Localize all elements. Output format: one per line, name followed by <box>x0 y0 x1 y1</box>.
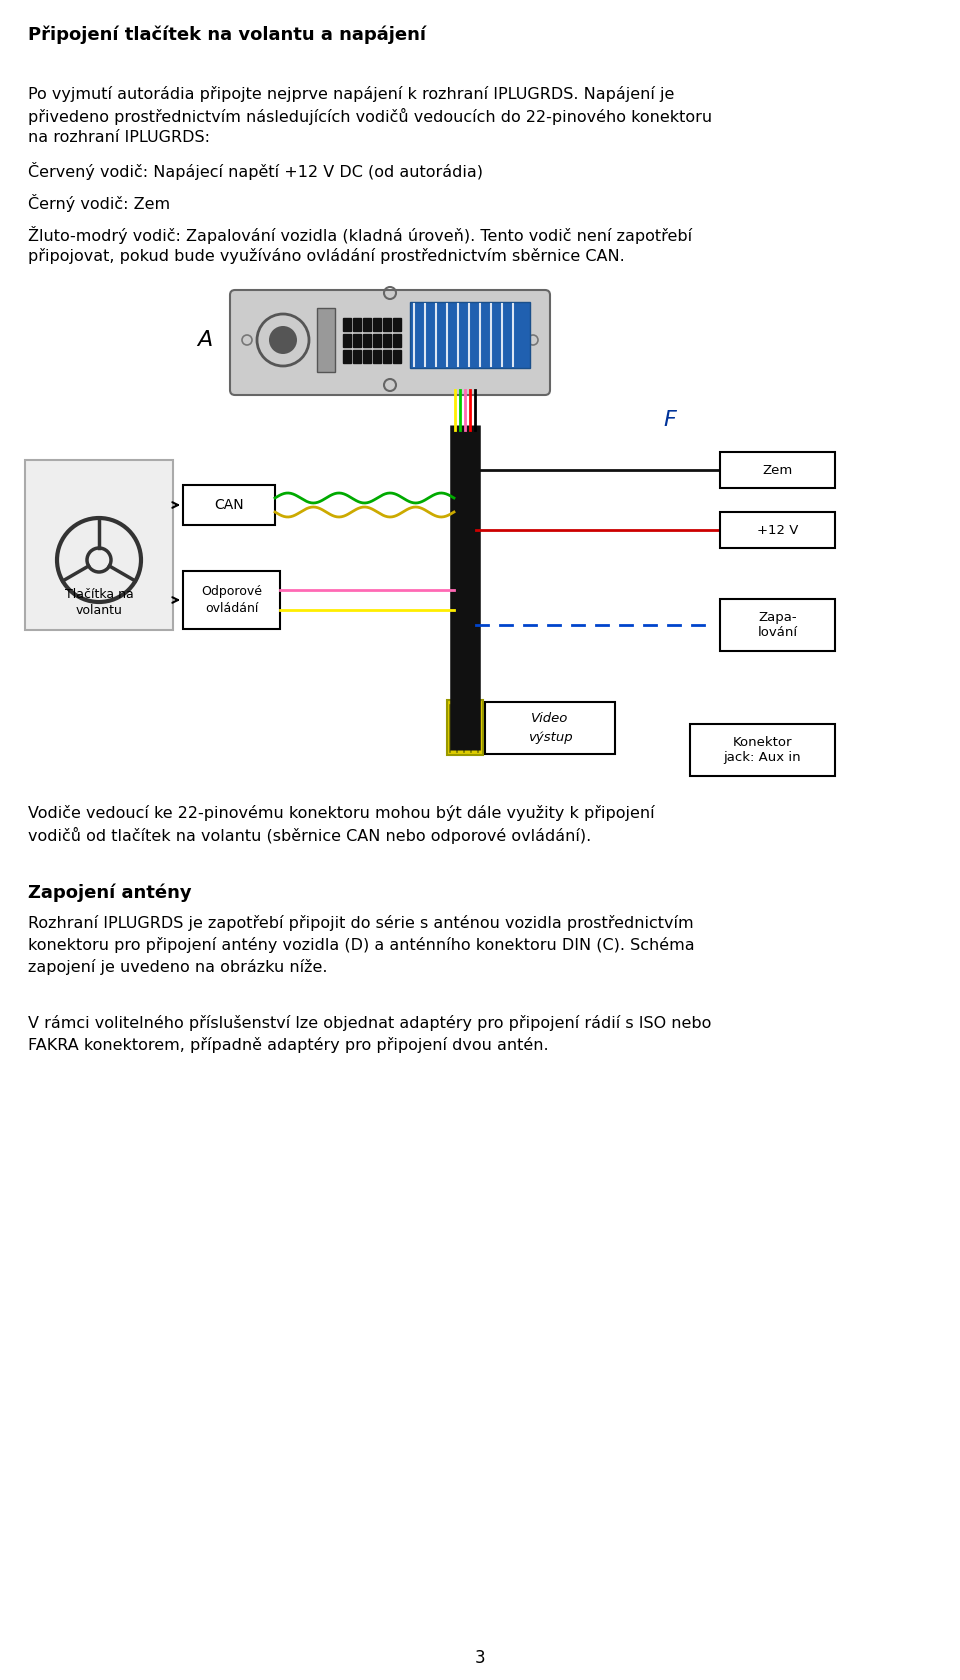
Bar <box>25 460 173 630</box>
Bar <box>317 307 335 371</box>
Text: Zem: Zem <box>762 464 793 477</box>
Bar <box>410 302 530 368</box>
Bar <box>353 334 361 348</box>
Bar <box>393 349 401 363</box>
Text: připojovat, pokud bude využíváno ovládání prostřednictvím sběrnice CAN.: připojovat, pokud bude využíváno ovládán… <box>28 249 625 264</box>
Bar <box>363 318 371 331</box>
Text: Zapa-: Zapa- <box>758 612 797 625</box>
Bar <box>373 318 381 331</box>
Bar <box>383 318 391 331</box>
Bar <box>183 571 280 628</box>
Bar <box>383 349 391 363</box>
Bar <box>720 452 835 487</box>
Text: lování: lování <box>757 625 798 638</box>
Text: výstup: výstup <box>528 731 572 744</box>
Text: Zapojení antény: Zapojení antény <box>28 884 192 902</box>
Text: Odporové
ovládání: Odporové ovládání <box>201 586 262 615</box>
Circle shape <box>269 326 297 354</box>
Bar <box>343 349 351 363</box>
Text: Tlačítka na
volantu: Tlačítka na volantu <box>64 588 133 617</box>
Text: V rámci volitelného příslušenství lze objednat adaptéry pro připojení rádií s IS: V rámci volitelného příslušenství lze ob… <box>28 1015 711 1032</box>
Bar <box>720 600 835 650</box>
Bar <box>720 512 835 548</box>
Text: F: F <box>663 410 677 430</box>
Bar <box>183 486 275 524</box>
Text: CAN: CAN <box>214 497 244 512</box>
Text: na rozhraní IPLUGRDS:: na rozhraní IPLUGRDS: <box>28 129 210 144</box>
Text: přivedeno prostřednictvím následujících vodičů vedoucích do 22-pinového konektor: přivedeno prostřednictvím následujících … <box>28 108 712 124</box>
Bar <box>363 334 371 348</box>
Text: konektoru pro připojení antény vozidla (D) a anténního konektoru DIN (C). Schéma: konektoru pro připojení antény vozidla (… <box>28 937 695 953</box>
Bar <box>485 702 615 754</box>
Bar <box>393 318 401 331</box>
Text: FAKRA konektorem, případně adaptéry pro připojení dvou antén.: FAKRA konektorem, případně adaptéry pro … <box>28 1037 548 1053</box>
Bar <box>393 334 401 348</box>
Text: 3: 3 <box>474 1650 486 1667</box>
Text: Video: Video <box>531 712 568 724</box>
FancyBboxPatch shape <box>230 291 550 395</box>
Bar <box>383 334 391 348</box>
Text: Konektor: Konektor <box>732 736 792 749</box>
Text: Vodiče vedoucí ke 22-pinovému konektoru mohou být dále využity k připojení: Vodiče vedoucí ke 22-pinovému konektoru … <box>28 805 655 822</box>
Text: Připojení tlačítek na volantu a napájení: Připojení tlačítek na volantu a napájení <box>28 25 426 44</box>
Bar <box>343 318 351 331</box>
Text: Žluto-modrý vodič: Zapalování vozidla (kladná úroveň). Tento vodič není zapotřeb: Žluto-modrý vodič: Zapalování vozidla (k… <box>28 227 692 244</box>
Text: zapojení je uvedeno na obrázku níže.: zapojení je uvedeno na obrázku níže. <box>28 959 327 974</box>
Bar <box>690 724 835 776</box>
Text: Rozhraní IPLUGRDS je zapotřebí připojit do série s anténou vozidla prostřednictv: Rozhraní IPLUGRDS je zapotřebí připojit … <box>28 916 694 931</box>
Bar <box>353 349 361 363</box>
Bar <box>447 701 483 754</box>
Bar <box>373 349 381 363</box>
Text: Černý vodič: Zem: Černý vodič: Zem <box>28 193 170 212</box>
Text: vodičů od tlačítek na volantu (sběrnice CAN nebo odporové ovládání).: vodičů od tlačítek na volantu (sběrnice … <box>28 827 591 843</box>
Bar <box>363 349 371 363</box>
Text: Po vyjmutí autorádia připojte nejprve napájení k rozhraní IPLUGRDS. Napájení je: Po vyjmutí autorádia připojte nejprve na… <box>28 86 674 102</box>
Bar <box>373 334 381 348</box>
Bar <box>353 318 361 331</box>
Text: +12 V: +12 V <box>756 524 798 536</box>
Text: jack: Aux in: jack: Aux in <box>724 751 802 763</box>
Text: Červený vodič: Napájecí napětí +12 V DC (od autorádia): Červený vodič: Napájecí napětí +12 V DC … <box>28 161 483 180</box>
Text: A: A <box>198 329 212 349</box>
Bar <box>343 334 351 348</box>
